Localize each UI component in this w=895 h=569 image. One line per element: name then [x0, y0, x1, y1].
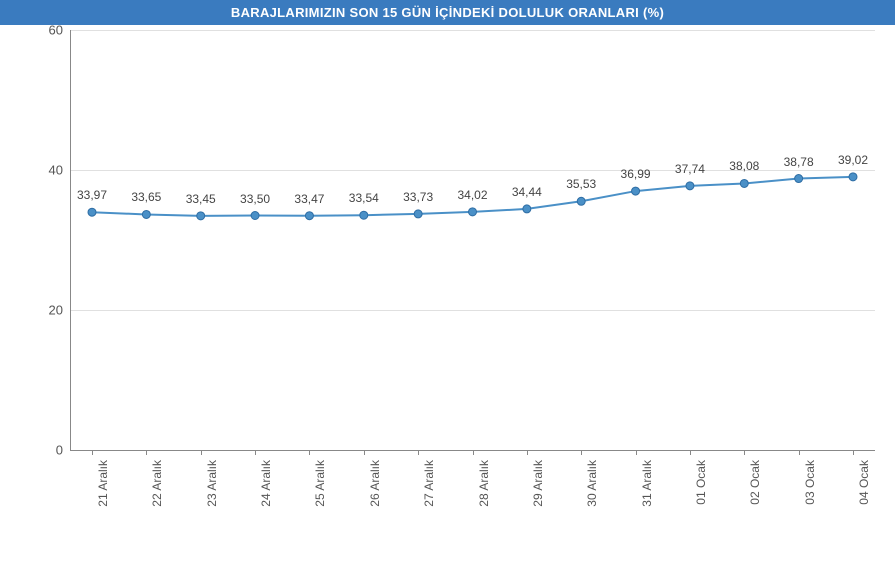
- x-tick-label: 26 Aralık: [368, 460, 382, 507]
- x-tick: [527, 450, 528, 455]
- data-label: 33,73: [403, 190, 433, 204]
- x-tick-label: 04 Ocak: [857, 460, 871, 505]
- plot-region: 020406033,9721 Aralık33,6522 Aralık33,45…: [70, 30, 875, 450]
- y-tick-label: 40: [33, 163, 63, 178]
- x-tick: [581, 450, 582, 455]
- data-label: 39,02: [838, 153, 868, 167]
- x-tick-label: 30 Aralık: [585, 460, 599, 507]
- gridline: [70, 30, 875, 31]
- data-label: 35,53: [566, 177, 596, 191]
- x-tick: [309, 450, 310, 455]
- data-label: 34,02: [457, 188, 487, 202]
- x-tick-label: 24 Aralık: [259, 460, 273, 507]
- y-axis: [70, 30, 71, 450]
- x-tick-label: 03 Ocak: [803, 460, 817, 505]
- x-tick: [690, 450, 691, 455]
- data-point: [469, 208, 477, 216]
- x-tick: [201, 450, 202, 455]
- data-point: [523, 205, 531, 213]
- data-point: [795, 175, 803, 183]
- data-point: [414, 210, 422, 218]
- data-label: 36,99: [621, 167, 651, 181]
- data-point: [88, 208, 96, 216]
- x-tick: [418, 450, 419, 455]
- data-label: 33,50: [240, 192, 270, 206]
- line-series-svg: [70, 30, 875, 450]
- chart-title: BARAJLARIMIZIN SON 15 GÜN İÇİNDEKİ DOLUL…: [0, 0, 895, 25]
- y-tick-label: 60: [33, 23, 63, 38]
- data-point: [142, 210, 150, 218]
- data-label: 38,08: [729, 159, 759, 173]
- x-tick: [853, 450, 854, 455]
- data-point: [251, 212, 259, 220]
- x-tick: [636, 450, 637, 455]
- x-tick-label: 25 Aralık: [313, 460, 327, 507]
- y-tick-label: 0: [33, 443, 63, 458]
- data-point: [305, 212, 313, 220]
- y-tick-label: 20: [33, 303, 63, 318]
- x-tick-label: 21 Aralık: [96, 460, 110, 507]
- data-label: 33,97: [77, 188, 107, 202]
- x-tick: [799, 450, 800, 455]
- data-label: 34,44: [512, 185, 542, 199]
- x-tick-label: 29 Aralık: [531, 460, 545, 507]
- x-tick: [255, 450, 256, 455]
- x-tick-label: 02 Ocak: [748, 460, 762, 505]
- x-tick-label: 28 Aralık: [477, 460, 491, 507]
- data-label: 33,45: [186, 192, 216, 206]
- data-point: [197, 212, 205, 220]
- gridline: [70, 310, 875, 311]
- x-tick-label: 01 Ocak: [694, 460, 708, 505]
- data-point: [740, 179, 748, 187]
- data-point: [360, 211, 368, 219]
- data-point: [686, 182, 694, 190]
- x-tick-label: 23 Aralık: [205, 460, 219, 507]
- data-label: 33,47: [294, 192, 324, 206]
- data-label: 33,54: [349, 191, 379, 205]
- chart-area: 020406033,9721 Aralık33,6522 Aralık33,45…: [45, 30, 875, 450]
- x-tick: [92, 450, 93, 455]
- data-label: 33,65: [131, 190, 161, 204]
- data-point: [632, 187, 640, 195]
- data-point: [577, 197, 585, 205]
- x-tick-label: 27 Aralık: [422, 460, 436, 507]
- x-tick: [473, 450, 474, 455]
- x-tick-label: 31 Aralık: [640, 460, 654, 507]
- data-point: [849, 173, 857, 181]
- data-label: 37,74: [675, 162, 705, 176]
- data-label: 38,78: [784, 155, 814, 169]
- x-tick: [364, 450, 365, 455]
- x-tick: [146, 450, 147, 455]
- x-tick-label: 22 Aralık: [150, 460, 164, 507]
- x-tick: [744, 450, 745, 455]
